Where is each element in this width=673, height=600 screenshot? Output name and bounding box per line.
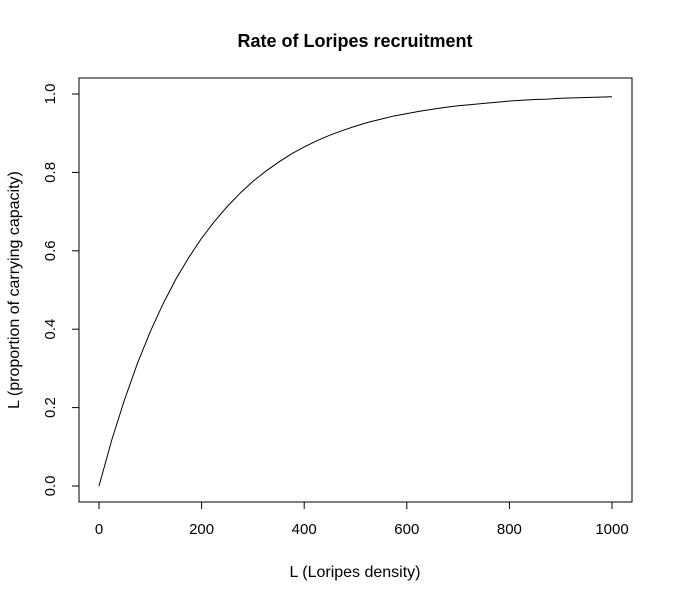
- x-tick-label: 800: [497, 521, 522, 538]
- y-tick-label: 0.6: [42, 240, 59, 261]
- series-line: [98, 96, 613, 487]
- y-tick-label: 1.0: [42, 84, 59, 105]
- y-tick-label: 0.2: [42, 397, 59, 418]
- series-group: [98, 96, 613, 487]
- y-tick-label: 0.4: [42, 319, 59, 340]
- x-tick-label: 400: [292, 521, 317, 538]
- y-axis: 0.0 0.2 0.4 0.6 0.8 1.0: [42, 84, 80, 497]
- y-tick-label: 0.0: [42, 476, 59, 497]
- x-tick-label: 600: [394, 521, 419, 538]
- x-axis-label: L (Loripes density): [289, 564, 420, 581]
- y-tick-label: 0.8: [42, 162, 59, 183]
- x-tick-label: 200: [189, 521, 214, 538]
- plot-frame: [78, 77, 633, 503]
- x-tick-label: 1000: [595, 521, 628, 538]
- chart-title: Rate of Loripes recruitment: [237, 31, 472, 51]
- x-tick-label: 0: [95, 521, 103, 538]
- x-axis: 0 200 400 600 800 1000: [95, 501, 629, 538]
- y-axis-label: L (proportion of carrying capacity): [6, 171, 23, 409]
